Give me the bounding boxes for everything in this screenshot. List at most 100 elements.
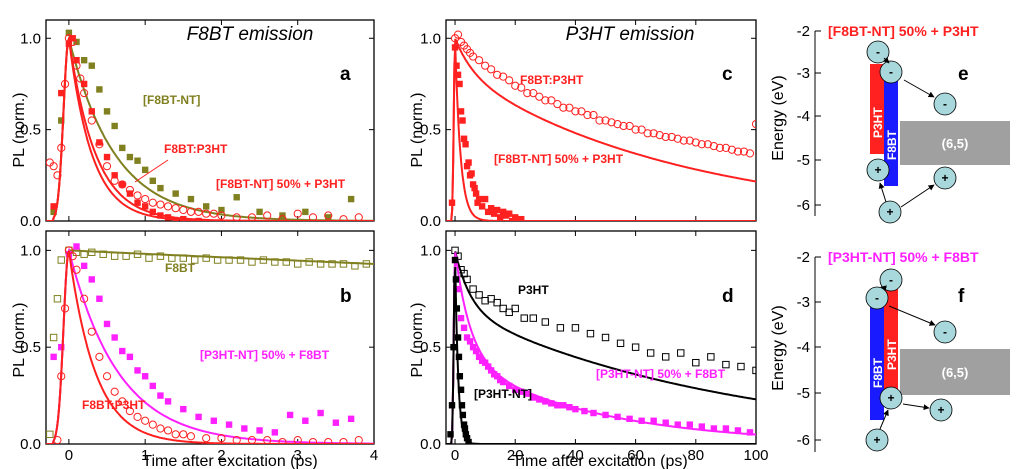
point-b-2-12 bbox=[125, 406, 135, 416]
frame-c bbox=[445, 19, 757, 222]
point-b-2-4 bbox=[68, 252, 77, 261]
point-d-2-1 bbox=[448, 402, 456, 409]
point-d-0-9 bbox=[493, 298, 501, 307]
title-a: F8BT emission bbox=[187, 24, 314, 45]
point-b-2-3 bbox=[64, 246, 73, 255]
plot-area-b bbox=[46, 243, 374, 444]
diagram-f-ytick-3: -4 bbox=[797, 339, 810, 356]
diagram-e-arrow-3 bbox=[900, 184, 935, 208]
point-d-1-26 bbox=[560, 402, 567, 409]
point-d-1-25 bbox=[554, 402, 561, 409]
point-d-1-40 bbox=[710, 425, 718, 432]
point-c-0-30 bbox=[613, 120, 622, 129]
point-b-0-15 bbox=[179, 254, 188, 262]
diagram-e-ytick-5: -6 bbox=[797, 197, 810, 214]
point-c-1-27 bbox=[506, 210, 513, 217]
point-b-2-14 bbox=[141, 416, 150, 425]
point-a-1-35 bbox=[339, 215, 348, 221]
label-d-p3ht-nt: [P3HT-NT] bbox=[474, 387, 532, 401]
point-d-1-34 bbox=[638, 417, 645, 424]
point-c-0-20 bbox=[553, 99, 562, 109]
point-c-0-51 bbox=[739, 147, 749, 156]
point-c-0-47 bbox=[715, 143, 724, 153]
svg-text:+: + bbox=[873, 433, 880, 447]
ytick-label-b-2: 1.0 bbox=[20, 242, 41, 259]
point-d-1-6 bbox=[469, 343, 477, 351]
diagram-e-arrow-4 bbox=[878, 182, 887, 203]
point-b-1-0 bbox=[50, 353, 57, 361]
point-c-1-5 bbox=[457, 108, 465, 115]
point-c-0-36 bbox=[649, 129, 658, 138]
point-c-1-20 bbox=[484, 208, 492, 216]
point-b-2-1 bbox=[57, 372, 66, 381]
point-d-0-10 bbox=[499, 304, 507, 313]
point-b-1-14 bbox=[157, 392, 164, 399]
diagram-f-bar-f8bt-label: F8BT bbox=[871, 357, 885, 388]
xlabel-d: Time after excitation (ps) bbox=[512, 453, 687, 469]
point-b-0-29 bbox=[339, 260, 348, 268]
point-c-0-42 bbox=[685, 136, 694, 145]
point-a-0-9 bbox=[119, 144, 126, 152]
point-d-1-42 bbox=[734, 427, 742, 434]
point-c-0-22 bbox=[565, 103, 574, 112]
point-a-1-22 bbox=[179, 205, 188, 215]
diagram-e-ticks bbox=[815, 30, 821, 206]
svg-text:-: - bbox=[876, 45, 880, 59]
xlabel-b: Time after excitation (ps) bbox=[142, 453, 317, 469]
fit-a-0 bbox=[46, 35, 374, 221]
point-d-1-30 bbox=[590, 409, 597, 417]
svg-text:-: - bbox=[875, 291, 879, 305]
point-d-2-3 bbox=[451, 256, 459, 264]
point-c-0-37 bbox=[655, 131, 664, 140]
point-d-0-22 bbox=[646, 349, 655, 357]
point-d-1-32 bbox=[614, 413, 621, 421]
point-d-1-29 bbox=[581, 407, 588, 415]
point-a-1-18 bbox=[148, 198, 157, 207]
diagram-f-arrow-4 bbox=[879, 409, 889, 430]
point-d-1-27 bbox=[566, 404, 573, 411]
point-c-0-40 bbox=[673, 134, 682, 143]
point-b-1-13 bbox=[149, 382, 156, 390]
diagram-f-ytick-1: -2 bbox=[797, 249, 810, 266]
point-c-0-44 bbox=[697, 140, 706, 149]
point-d-2-7 bbox=[455, 353, 463, 361]
diagram-e-hole-1: + bbox=[866, 158, 890, 182]
point-d-0-29 bbox=[752, 366, 756, 375]
point-d-2-0 bbox=[447, 431, 454, 438]
diagram-f-box-65 bbox=[900, 349, 1010, 395]
point-d-2-9 bbox=[457, 386, 465, 393]
point-c-1-21 bbox=[487, 205, 495, 212]
fit-b-2 bbox=[46, 250, 374, 444]
point-b-0-7 bbox=[88, 248, 96, 257]
xtick-label-b-2: 2 bbox=[217, 447, 225, 464]
point-c-0-10 bbox=[493, 70, 502, 79]
point-b-0-3 bbox=[57, 256, 65, 264]
point-c-0-39 bbox=[667, 132, 676, 142]
point-a-1-8 bbox=[76, 74, 85, 83]
point-a-0-23 bbox=[325, 214, 332, 221]
diagram-e-letter: e bbox=[958, 64, 969, 85]
svg-text:-: - bbox=[889, 273, 893, 287]
point-d-0-24 bbox=[677, 349, 685, 357]
point-a-2-8 bbox=[103, 153, 111, 161]
point-c-0-49 bbox=[727, 145, 737, 154]
point-b-1-1 bbox=[58, 343, 65, 351]
letter-a: a bbox=[340, 64, 351, 85]
diagram-f-letter: f bbox=[958, 286, 965, 307]
label-a-mix: [F8BT-NT] 50% + P3HT bbox=[216, 177, 346, 191]
xtick-label-d-5: 100 bbox=[743, 447, 768, 464]
point-d-1-1 bbox=[454, 285, 462, 293]
point-b-0-30 bbox=[351, 262, 359, 270]
point-d-1-8 bbox=[475, 353, 483, 361]
point-c-1-9 bbox=[463, 162, 471, 170]
point-b-2-9 bbox=[102, 372, 112, 381]
point-d-1-16 bbox=[499, 378, 507, 386]
point-b-0-1 bbox=[49, 333, 58, 342]
label-c-f8bt-p3ht: F8BT:P3HT bbox=[520, 73, 584, 87]
point-a-2-17 bbox=[172, 217, 179, 221]
letter-d: d bbox=[722, 286, 734, 307]
point-d-2-2 bbox=[450, 343, 457, 351]
diagram-e-ytick-1: -2 bbox=[797, 23, 810, 40]
point-b-1-12 bbox=[141, 373, 149, 380]
